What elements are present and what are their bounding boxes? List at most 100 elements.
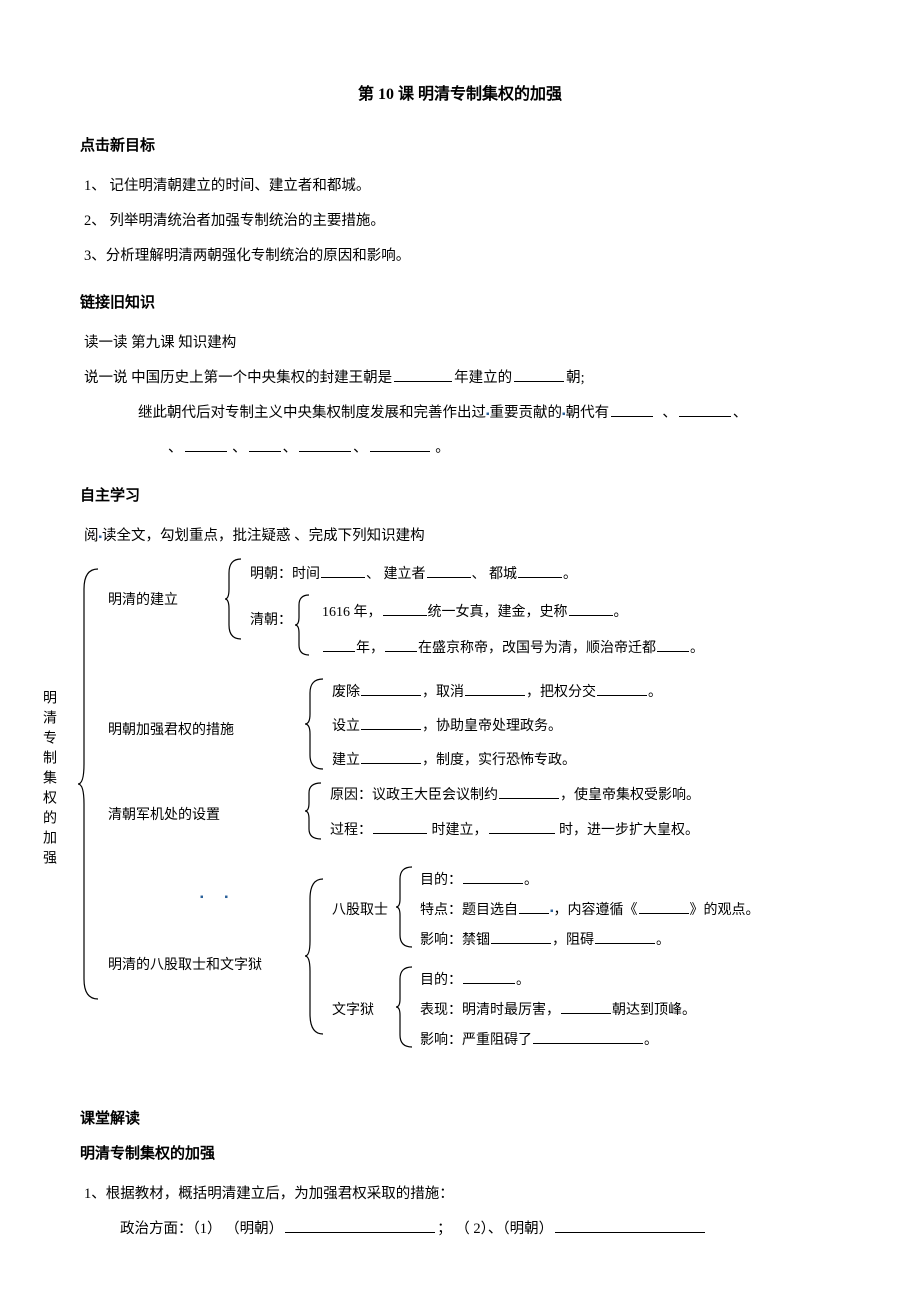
node-m1: 废除，取消，把权分交。	[332, 681, 662, 701]
vertical-label: 明清专制集权的加强	[38, 690, 58, 870]
blank[interactable]	[383, 615, 427, 616]
link-3a: 继此朝代后对专制主义中央集权制度发展和完善作出过	[138, 405, 486, 421]
t: 时，进一步扩大皇权。	[556, 823, 700, 838]
link-2a: 说一说 中国历史上第一个中央集权的封建王朝是	[84, 370, 392, 386]
t: 建立	[332, 753, 360, 768]
brace-icon	[305, 783, 325, 839]
node-qing-sheng: 年，在盛京称帝，改国号为清，顺治帝迁都。	[322, 637, 704, 657]
blank[interactable]	[370, 451, 430, 452]
blank[interactable]	[569, 615, 613, 616]
blank[interactable]	[595, 943, 655, 944]
t: 表现：明清时最厉害，	[420, 1003, 560, 1018]
t: 朝达到顶峰。	[612, 1003, 696, 1018]
brace-icon	[78, 569, 102, 999]
link-line-2: 说一说 中国历史上第一个中央集权的封建王朝是 年建立的 朝;	[84, 361, 840, 396]
blank[interactable]	[427, 577, 471, 578]
blank[interactable]	[361, 729, 421, 730]
blank[interactable]	[361, 763, 421, 764]
section-link-header: 链接旧知识	[80, 291, 840, 312]
section-class-header: 课堂解读	[80, 1107, 840, 1128]
link-3b: 重要贡献的	[490, 405, 563, 421]
blank[interactable]	[555, 1232, 705, 1233]
t: ，协助皇帝处理政务。	[422, 719, 562, 734]
t: 、 都城	[472, 567, 518, 582]
node-qing-junji: 清朝军机处的设置	[108, 804, 220, 824]
brace-icon	[295, 595, 313, 655]
objective-1: 1、 记住明清朝建立的时间、建立者和都城。	[84, 169, 840, 204]
blank[interactable]	[597, 695, 647, 696]
blank[interactable]	[465, 695, 525, 696]
node-m2: 设立，协助皇帝处理政务。	[332, 715, 562, 735]
blank[interactable]	[249, 451, 281, 452]
node-qing-1616: 1616 年，统一女真，建金，史称。	[322, 601, 628, 621]
objective-2: 2、 列举明清统治者加强专制统治的主要措施。	[84, 204, 840, 239]
page-title: 第 10 课 明清专制集权的加强	[80, 80, 840, 104]
section-study-header: 自主学习	[80, 484, 840, 505]
t: 年，	[356, 641, 384, 656]
class-q2: 政治方面：（1） （明朝） ； （ 2）、（明朝）	[120, 1212, 840, 1247]
node-wz-1: 目的：。	[420, 969, 530, 989]
blank[interactable]	[373, 833, 427, 834]
t: 、 建立者	[366, 567, 426, 582]
node-q2: 过程： 时建立， 时，进一步扩大皇权。	[330, 819, 699, 839]
t: 政治方面：（1） （明朝）	[120, 1221, 283, 1237]
study-intro: 阅▪读全文，勾划重点，批注疑惑 、完成下列知识建构	[84, 519, 840, 554]
blank[interactable]	[639, 913, 689, 914]
blank[interactable]	[489, 833, 555, 834]
blank[interactable]	[285, 1232, 435, 1233]
node-establish: 明清的建立	[108, 589, 178, 609]
blank[interactable]	[185, 451, 227, 452]
blank[interactable]	[321, 577, 365, 578]
tree-diagram: 明清的建立 明朝加强君权的措施 清朝军机处的设置 明清的八股取士和文字狱 ▪ ▪…	[100, 559, 840, 1089]
brace-icon	[396, 967, 416, 1047]
link-2b: 年建立的	[454, 370, 512, 386]
node-bagu: 八股取士	[332, 899, 388, 919]
t: 1616 年，	[322, 605, 382, 620]
blank[interactable]	[299, 451, 351, 452]
dots: ▪ ▪	[200, 889, 228, 905]
brace-icon	[396, 867, 416, 947]
node-wz-3: 影响：严重阻碍了。	[420, 1029, 658, 1049]
link-2c: 朝;	[566, 370, 585, 386]
node-wz-2: 表现：明清时最厉害， 朝达到顶峰。	[420, 999, 696, 1019]
blank[interactable]	[491, 943, 551, 944]
blank[interactable]	[519, 913, 549, 914]
blank[interactable]	[323, 651, 355, 652]
t: 影响：严重阻碍了	[420, 1033, 532, 1048]
blank[interactable]	[611, 416, 653, 417]
t: ； （ 2）、（明朝）	[437, 1221, 553, 1237]
link-line-1: 读一读 第九课 知识建构	[84, 326, 840, 361]
link-line-3: 继此朝代后对专制主义中央集权制度发展和完善作出过▪重要贡献的▪朝代有 、、	[138, 396, 840, 431]
node-ming-measures: 明朝加强君权的措施	[108, 719, 234, 739]
node-m3: 建立 ，制度，实行恐怖专政。	[332, 749, 576, 769]
t: 废除	[332, 685, 360, 700]
brace-icon	[225, 559, 245, 639]
blank[interactable]	[463, 883, 523, 884]
t: 统一女真，建金，史称	[428, 605, 568, 620]
t: 影响：禁锢	[420, 933, 490, 948]
blank[interactable]	[657, 651, 689, 652]
blank[interactable]	[533, 1043, 643, 1044]
t: 过程：	[330, 823, 372, 838]
blank[interactable]	[514, 381, 564, 382]
objective-3: 3、分析理解明清两朝强化专制统治的原因和影响。	[84, 239, 840, 274]
class-q1: 1、根据教材，概括明清建立后，为加强君权采取的措施：	[84, 1177, 840, 1212]
t: 目的：	[420, 973, 462, 988]
blank[interactable]	[518, 577, 562, 578]
t: ，制度，实行恐怖专政。	[422, 753, 576, 768]
dot-icon: ▪	[99, 532, 103, 543]
blank[interactable]	[394, 381, 452, 382]
node-qing-label: 清朝：	[250, 609, 292, 629]
node-bagu-3: 影响：禁锢，阻碍。	[420, 929, 670, 949]
blank[interactable]	[561, 1013, 611, 1014]
blank[interactable]	[463, 983, 515, 984]
blank[interactable]	[361, 695, 421, 696]
t: ，内容遵循《	[554, 903, 638, 918]
link-line-4: 、 、、、 。	[168, 431, 840, 466]
t: 在盛京称帝，改国号为清，顺治帝迁都	[418, 641, 656, 656]
t: ，取消	[422, 685, 464, 700]
t: 明朝：时间	[250, 567, 320, 582]
blank[interactable]	[499, 798, 559, 799]
blank[interactable]	[385, 651, 417, 652]
blank[interactable]	[679, 416, 731, 417]
